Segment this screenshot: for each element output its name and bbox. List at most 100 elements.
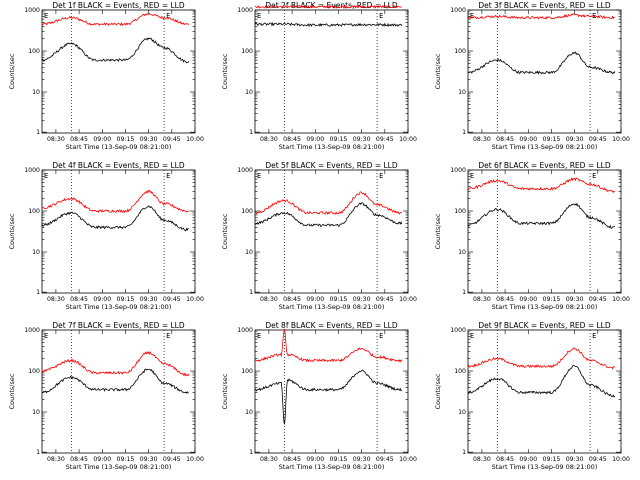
- x-tick-label: 09:15: [543, 136, 561, 143]
- x-tick-label: 08:30: [473, 136, 491, 143]
- panel-title: Det 5f BLACK = Events, RED = LLD: [265, 161, 398, 170]
- series-black-line: [254, 202, 403, 227]
- panel-title: Det 8f BLACK = Events, RED = LLD: [265, 321, 398, 330]
- y-tick-label: 1000: [237, 167, 253, 174]
- plot-frame: [254, 9, 409, 134]
- x-axis-label: Start Time (13-Sep-09 08:21:00): [66, 463, 172, 471]
- corner-label: E: [166, 172, 170, 180]
- y-axis-label: Counts/sec: [8, 373, 16, 409]
- x-tick-label: 08:30: [473, 456, 491, 463]
- y-tick-label: 100: [241, 208, 253, 215]
- y-axis-label: Counts/sec: [8, 213, 16, 249]
- x-tick-label: 08:30: [47, 136, 65, 143]
- x-tick-label: 09:15: [543, 456, 561, 463]
- y-tick-label: 1: [36, 449, 40, 456]
- x-tick-label: 10:00: [186, 296, 204, 303]
- series-red-line: [254, 4, 402, 10]
- panel-7: Det 7f BLACK = Events, RED = LLD 1 10 100 10…: [8, 321, 204, 471]
- y-tick-label: 10: [458, 249, 466, 256]
- y-axis-label: Counts/sec: [221, 213, 229, 249]
- x-tick-label: 09:45: [163, 456, 181, 463]
- series-red-line: [41, 189, 190, 214]
- x-tick-label: 10:00: [399, 456, 417, 463]
- x-axis-label: Start Time (13-Sep-09 08:21:00): [279, 303, 385, 311]
- x-tick-label: 08:45: [283, 456, 301, 463]
- x-tick-label: 09:45: [376, 296, 394, 303]
- plot-frame: [467, 169, 622, 294]
- plot-frame: [467, 9, 622, 134]
- y-tick-label: 1: [249, 449, 253, 456]
- y-tick-label: 10: [32, 89, 40, 96]
- series-black-line: [41, 368, 189, 395]
- y-tick-label: 10: [245, 89, 253, 96]
- corner-label: E: [166, 332, 170, 340]
- x-tick-label: 09:00: [306, 456, 324, 463]
- x-axis-label: Start Time (13-Sep-09 08:21:00): [492, 143, 598, 151]
- series-red-line: [41, 350, 190, 377]
- x-axis-label: Start Time (13-Sep-09 08:21:00): [279, 463, 385, 471]
- x-tick-label: 09:15: [117, 136, 135, 143]
- x-tick-label: 09:00: [306, 136, 324, 143]
- series-red-line: [467, 13, 615, 20]
- x-tick-label: 09:30: [566, 296, 584, 303]
- x-tick-label: 08:45: [70, 296, 88, 303]
- x-tick-label: 09:45: [589, 456, 607, 463]
- y-axis-label: Counts/sec: [221, 53, 229, 89]
- y-tick-label: 1: [36, 129, 40, 136]
- series-black-line: [254, 369, 403, 425]
- x-axis-label: Start Time (13-Sep-09 08:21:00): [66, 303, 172, 311]
- y-tick-label: 1000: [450, 167, 466, 174]
- x-tick-label: 09:15: [330, 136, 348, 143]
- y-tick-label: 10: [32, 409, 40, 416]
- x-tick-label: 10:00: [186, 456, 204, 463]
- corner-label: E: [592, 172, 596, 180]
- x-tick-label: 09:30: [140, 136, 158, 143]
- x-tick-label: 10:00: [612, 136, 630, 143]
- x-tick-label: 09:45: [376, 136, 394, 143]
- y-tick-label: 1: [462, 129, 466, 136]
- panel-title: Det 9f BLACK = Events, RED = LLD: [478, 321, 611, 330]
- plot-frame: [41, 9, 196, 134]
- x-tick-label: 09:00: [93, 456, 111, 463]
- corner-label: E: [470, 332, 474, 340]
- x-tick-label: 09:00: [519, 456, 537, 463]
- panel-title: Det 1f BLACK = Events, RED = LLD: [52, 1, 185, 10]
- x-tick-label: 09:15: [330, 296, 348, 303]
- x-tick-label: 08:30: [473, 296, 491, 303]
- x-axis-label: Start Time (13-Sep-09 08:21:00): [279, 143, 385, 151]
- series-red-line: [467, 177, 616, 194]
- panel-title: Det 4f BLACK = Events, RED = LLD: [52, 161, 185, 170]
- y-axis-label: Counts/sec: [434, 213, 442, 249]
- series-black-line: [254, 21, 403, 28]
- plot-frame: [467, 329, 622, 454]
- plot-frame: [41, 169, 196, 294]
- y-tick-label: 100: [28, 368, 40, 375]
- x-tick-label: 08:45: [70, 456, 88, 463]
- y-tick-label: 1000: [24, 327, 40, 334]
- x-axis-label: Start Time (13-Sep-09 08:21:00): [492, 463, 598, 471]
- x-tick-label: 09:30: [140, 296, 158, 303]
- x-tick-label: 10:00: [612, 296, 630, 303]
- y-tick-label: 1000: [237, 7, 253, 14]
- x-tick-label: 09:45: [163, 296, 181, 303]
- x-tick-label: 09:30: [353, 296, 371, 303]
- x-tick-label: 08:30: [47, 456, 65, 463]
- x-tick-label: 08:30: [47, 296, 65, 303]
- x-axis-label: Start Time (13-Sep-09 08:21:00): [66, 143, 172, 151]
- x-tick-label: 09:15: [117, 296, 135, 303]
- series-black-line: [41, 205, 189, 232]
- panel-8: Det 8f BLACK = Events, RED = LLD 1 10 100 10…: [221, 321, 417, 471]
- y-tick-label: 10: [458, 409, 466, 416]
- corner-label: E: [470, 172, 474, 180]
- x-tick-label: 09:30: [566, 456, 584, 463]
- series-red-line: [254, 191, 403, 215]
- y-tick-label: 1: [36, 289, 40, 296]
- corner-label: E: [379, 12, 383, 20]
- plot-frame: [254, 169, 409, 294]
- y-tick-label: 10: [458, 89, 466, 96]
- y-tick-label: 100: [28, 48, 40, 55]
- panel-title: Det 7f BLACK = Events, RED = LLD: [52, 321, 185, 330]
- corner-label: E: [257, 172, 261, 180]
- corner-label: E: [44, 172, 48, 180]
